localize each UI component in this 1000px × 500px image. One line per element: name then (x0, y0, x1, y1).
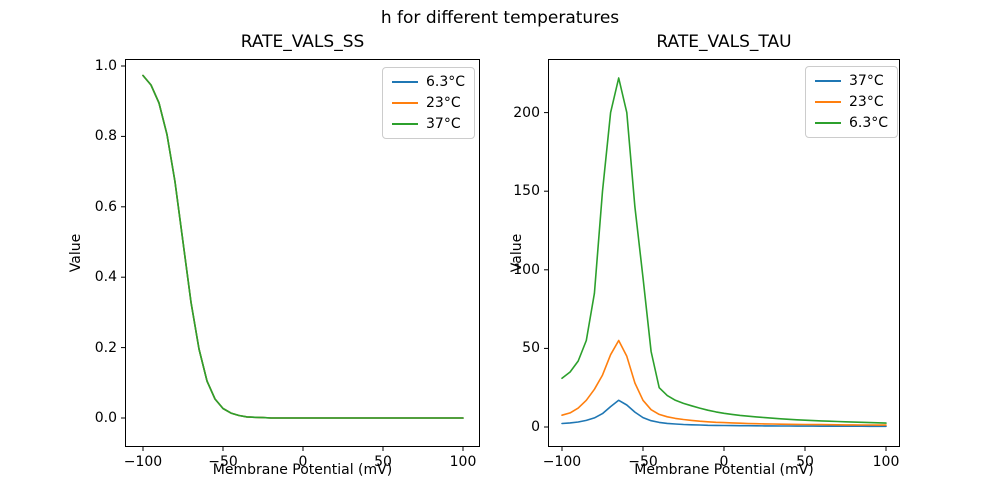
legend-entry: 6.3°C (815, 114, 888, 132)
x-tick-label: −50 (208, 454, 238, 470)
y-tick-label: 0 (531, 419, 540, 435)
legend-line-sample (815, 80, 841, 82)
legend-label: 37°C (426, 116, 461, 132)
legend-entry: 6.3°C (392, 73, 465, 91)
y-tick-label: 50 (522, 340, 540, 357)
legend-label: 23°C (849, 94, 884, 110)
series-line-37°C (561, 399, 887, 428)
x-tick-label: 100 (449, 454, 477, 470)
axes-canvas (121, 59, 480, 451)
legend-label: 37°C (849, 73, 884, 89)
y-tick-label: 0.0 (94, 410, 117, 426)
legend-label: 23°C (426, 95, 461, 111)
x-tick-label: 100 (872, 454, 900, 470)
plot-title: RATE_VALS_SS (240, 32, 365, 52)
legend-line-sample (815, 101, 841, 103)
legend-label: 6.3°C (849, 115, 889, 131)
y-tick-label: 100 (513, 261, 540, 278)
legend-line-sample (815, 122, 841, 124)
y-tick-label: 1.0 (94, 58, 117, 74)
x-tick-label: −100 (542, 454, 582, 470)
legend-label: 6.3°C (426, 74, 466, 90)
y-tick-label: 0.2 (94, 339, 117, 356)
legend-line-sample (392, 102, 418, 104)
axes-spines (125, 59, 480, 447)
axes-canvas (544, 59, 900, 451)
legend-entry: 37°C (392, 115, 465, 133)
x-tick-label: 0 (298, 454, 308, 470)
legend-line-sample (392, 81, 418, 83)
legend: 6.3°C 23°C 37°C (382, 67, 476, 139)
y-tick-label: 0.6 (94, 198, 117, 215)
figure-title: h for different temperatures (380, 8, 620, 28)
series-line-6.3°C (561, 77, 887, 424)
legend-entry: 23°C (815, 93, 888, 111)
legend-entry: 23°C (392, 94, 465, 112)
legend-line-sample (392, 123, 418, 125)
y-tick-label: 200 (513, 104, 540, 121)
legend: 37°C 23°C 6.3°C (805, 66, 899, 138)
y-tick-label: 0.8 (94, 128, 117, 145)
x-tick-label: 50 (796, 454, 814, 470)
y-tick-label: 0.4 (94, 269, 117, 286)
y-tick-label: 150 (513, 183, 540, 200)
x-axis-label: Membrane Potential (mV) (212, 462, 393, 478)
legend-entry: 37°C (815, 72, 888, 90)
x-axis-label: Membrane Potential (mV) (634, 462, 814, 478)
x-tick-label: 50 (374, 454, 392, 470)
plot-title: RATE_VALS_TAU (656, 32, 792, 52)
series-line-23°C (561, 339, 887, 426)
x-tick-label: 0 (719, 454, 729, 470)
axes-spines (548, 59, 900, 447)
series-line-37°C (142, 74, 464, 419)
x-tick-label: −100 (123, 454, 163, 470)
y-axis-label: Value (68, 233, 84, 273)
x-tick-label: −50 (628, 454, 658, 470)
